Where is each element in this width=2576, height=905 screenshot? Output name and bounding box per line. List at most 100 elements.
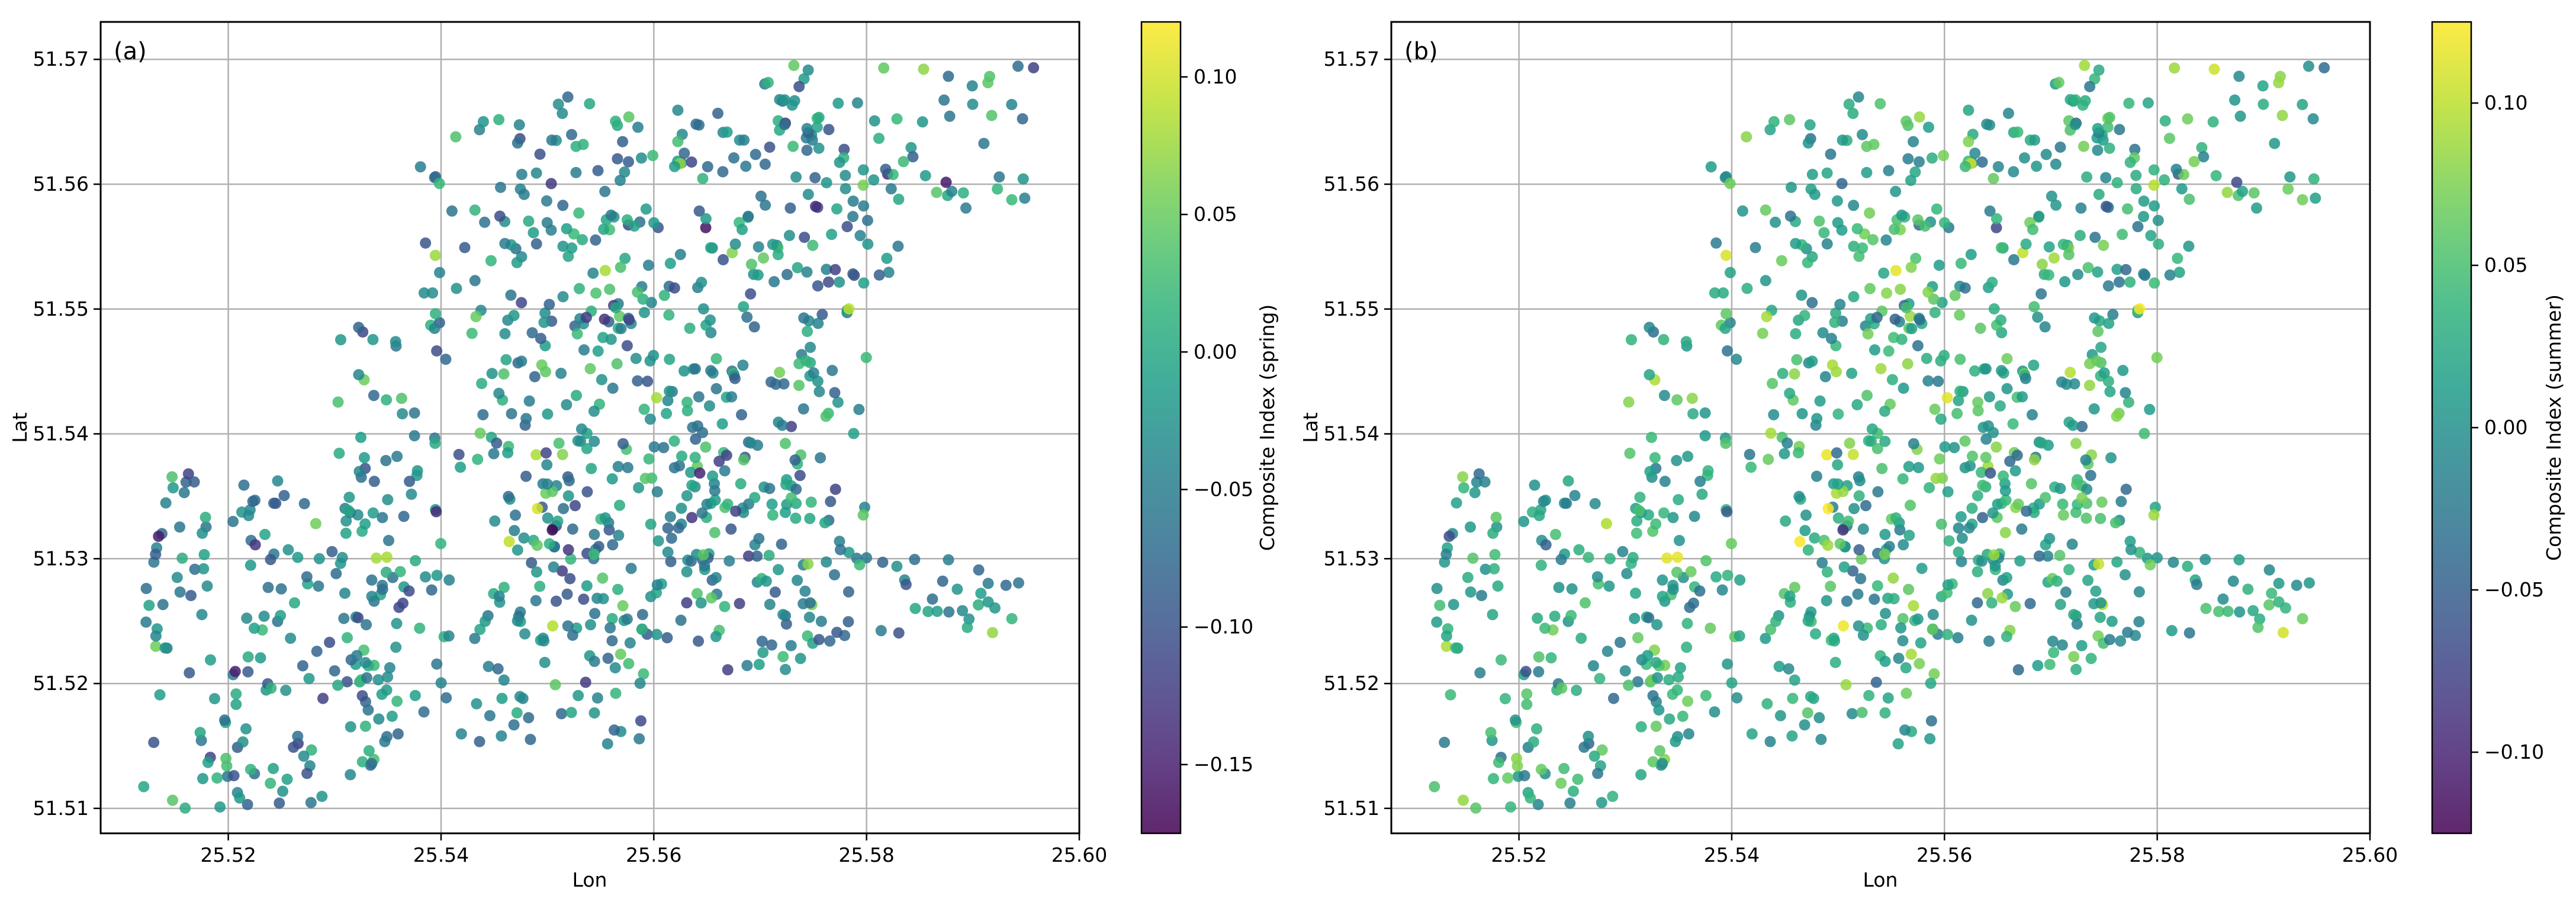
- scatter-point: [2074, 230, 2086, 242]
- scatter-point: [2111, 556, 2123, 568]
- scatter-point: [455, 461, 467, 473]
- scatter-point: [742, 210, 754, 222]
- scatter-point: [1842, 515, 1854, 527]
- scatter-point: [2028, 454, 2040, 466]
- scatter-point: [201, 580, 213, 592]
- scatter-point: [1837, 134, 1848, 146]
- scatter-point: [843, 547, 855, 559]
- scatter-point: [1608, 692, 1619, 704]
- scatter-point: [1440, 640, 1452, 652]
- scatter-point: [1746, 728, 1758, 740]
- scatter-point: [2182, 113, 2194, 125]
- scatter-point: [1615, 637, 1626, 649]
- scatter-point: [2122, 203, 2133, 215]
- scatter-point: [1977, 479, 1989, 491]
- scatter-point: [1895, 284, 1906, 295]
- scatter-point: [2085, 653, 2097, 665]
- scatter-point: [1844, 437, 1855, 449]
- scatter-point: [587, 267, 599, 279]
- scatter-point: [1996, 592, 2008, 604]
- scatter-point: [1705, 622, 1716, 634]
- scatter-point: [843, 303, 855, 314]
- scatter-point: [1012, 60, 1024, 72]
- scatter-point: [812, 317, 824, 329]
- scatter-point: [1879, 707, 1891, 719]
- scatter-point: [834, 156, 845, 168]
- scatter-point: [228, 770, 240, 782]
- scatter-point: [1864, 283, 1876, 294]
- scatter-point: [676, 450, 687, 462]
- scatter-point: [1902, 153, 1914, 165]
- scatter-point: [520, 413, 532, 425]
- scatter-point: [1465, 521, 1476, 533]
- scatter-point: [709, 527, 721, 538]
- scatter-point: [153, 531, 165, 542]
- scatter-point: [1573, 544, 1585, 556]
- scatter-point: [1869, 593, 1880, 605]
- scatter-point: [2183, 627, 2195, 639]
- scatter-point: [182, 468, 194, 480]
- scatter-point: [825, 496, 837, 508]
- scatter-point: [1657, 758, 1668, 769]
- scatter-point: [1879, 528, 1891, 540]
- scatter-point: [1972, 396, 1984, 408]
- scatter-point: [430, 506, 442, 518]
- scatter-point: [1670, 736, 1681, 747]
- scatter-point: [530, 566, 542, 578]
- scatter-point: [171, 572, 183, 583]
- scatter-point: [2109, 517, 2121, 529]
- scatter-point: [2003, 107, 2014, 119]
- scatter-point: [1967, 450, 1978, 462]
- scatter-point: [1977, 512, 1989, 524]
- scatter-point: [406, 489, 417, 500]
- scatter-point: [780, 438, 791, 450]
- scatter-point: [588, 548, 600, 560]
- scatter-point: [1879, 548, 1890, 560]
- scatter-point: [2093, 64, 2105, 76]
- colorbar-tick-label: 0.00: [1194, 340, 1237, 363]
- scatter-point: [2012, 126, 2024, 138]
- scatter-point: [1777, 368, 1789, 380]
- scatter-point: [1851, 399, 1863, 410]
- scatter-point: [1903, 461, 1915, 473]
- scatter-point: [750, 149, 761, 161]
- scatter-point: [766, 498, 778, 510]
- scatter-point: [1838, 561, 1850, 573]
- scatter-point: [638, 403, 650, 415]
- colorbar-tick-label: −0.10: [1194, 615, 1253, 638]
- scatter-point: [759, 158, 771, 170]
- scatter-point: [150, 548, 162, 560]
- scatter-point: [200, 512, 211, 523]
- scatter-point: [1939, 441, 1951, 452]
- scatter-point: [1896, 209, 1908, 221]
- scatter-point: [1525, 792, 1536, 804]
- scatter-point: [721, 450, 732, 461]
- scatter-point: [1843, 98, 1855, 110]
- scatter-point: [1841, 595, 1853, 607]
- scatter-point: [801, 145, 813, 156]
- scatter-point: [1829, 657, 1841, 668]
- scatter-point: [1736, 205, 1748, 217]
- scatter-point: [1988, 303, 2000, 314]
- scatter-point: [681, 566, 693, 577]
- scatter-point: [1889, 313, 1901, 325]
- scatter-point: [2229, 94, 2241, 106]
- scatter-point: [1556, 682, 1568, 694]
- scatter-point: [878, 62, 890, 74]
- scatter-point: [664, 354, 676, 365]
- scatter-point: [518, 188, 530, 200]
- scatter-point: [510, 509, 521, 521]
- scatter-point: [622, 462, 633, 473]
- plot-area-frame: [99, 21, 1080, 835]
- scatter-point: [636, 609, 648, 621]
- scatter-point: [345, 721, 356, 733]
- scatter-point: [700, 222, 712, 233]
- scatter-point: [551, 595, 562, 607]
- scatter-point: [700, 441, 712, 453]
- scatter-point: [615, 175, 626, 187]
- scatter-point: [1855, 573, 1867, 585]
- scatter-point: [927, 593, 938, 605]
- scatter-point: [1802, 256, 1813, 268]
- scatter-point: [418, 287, 430, 299]
- scatter-point: [2242, 583, 2254, 595]
